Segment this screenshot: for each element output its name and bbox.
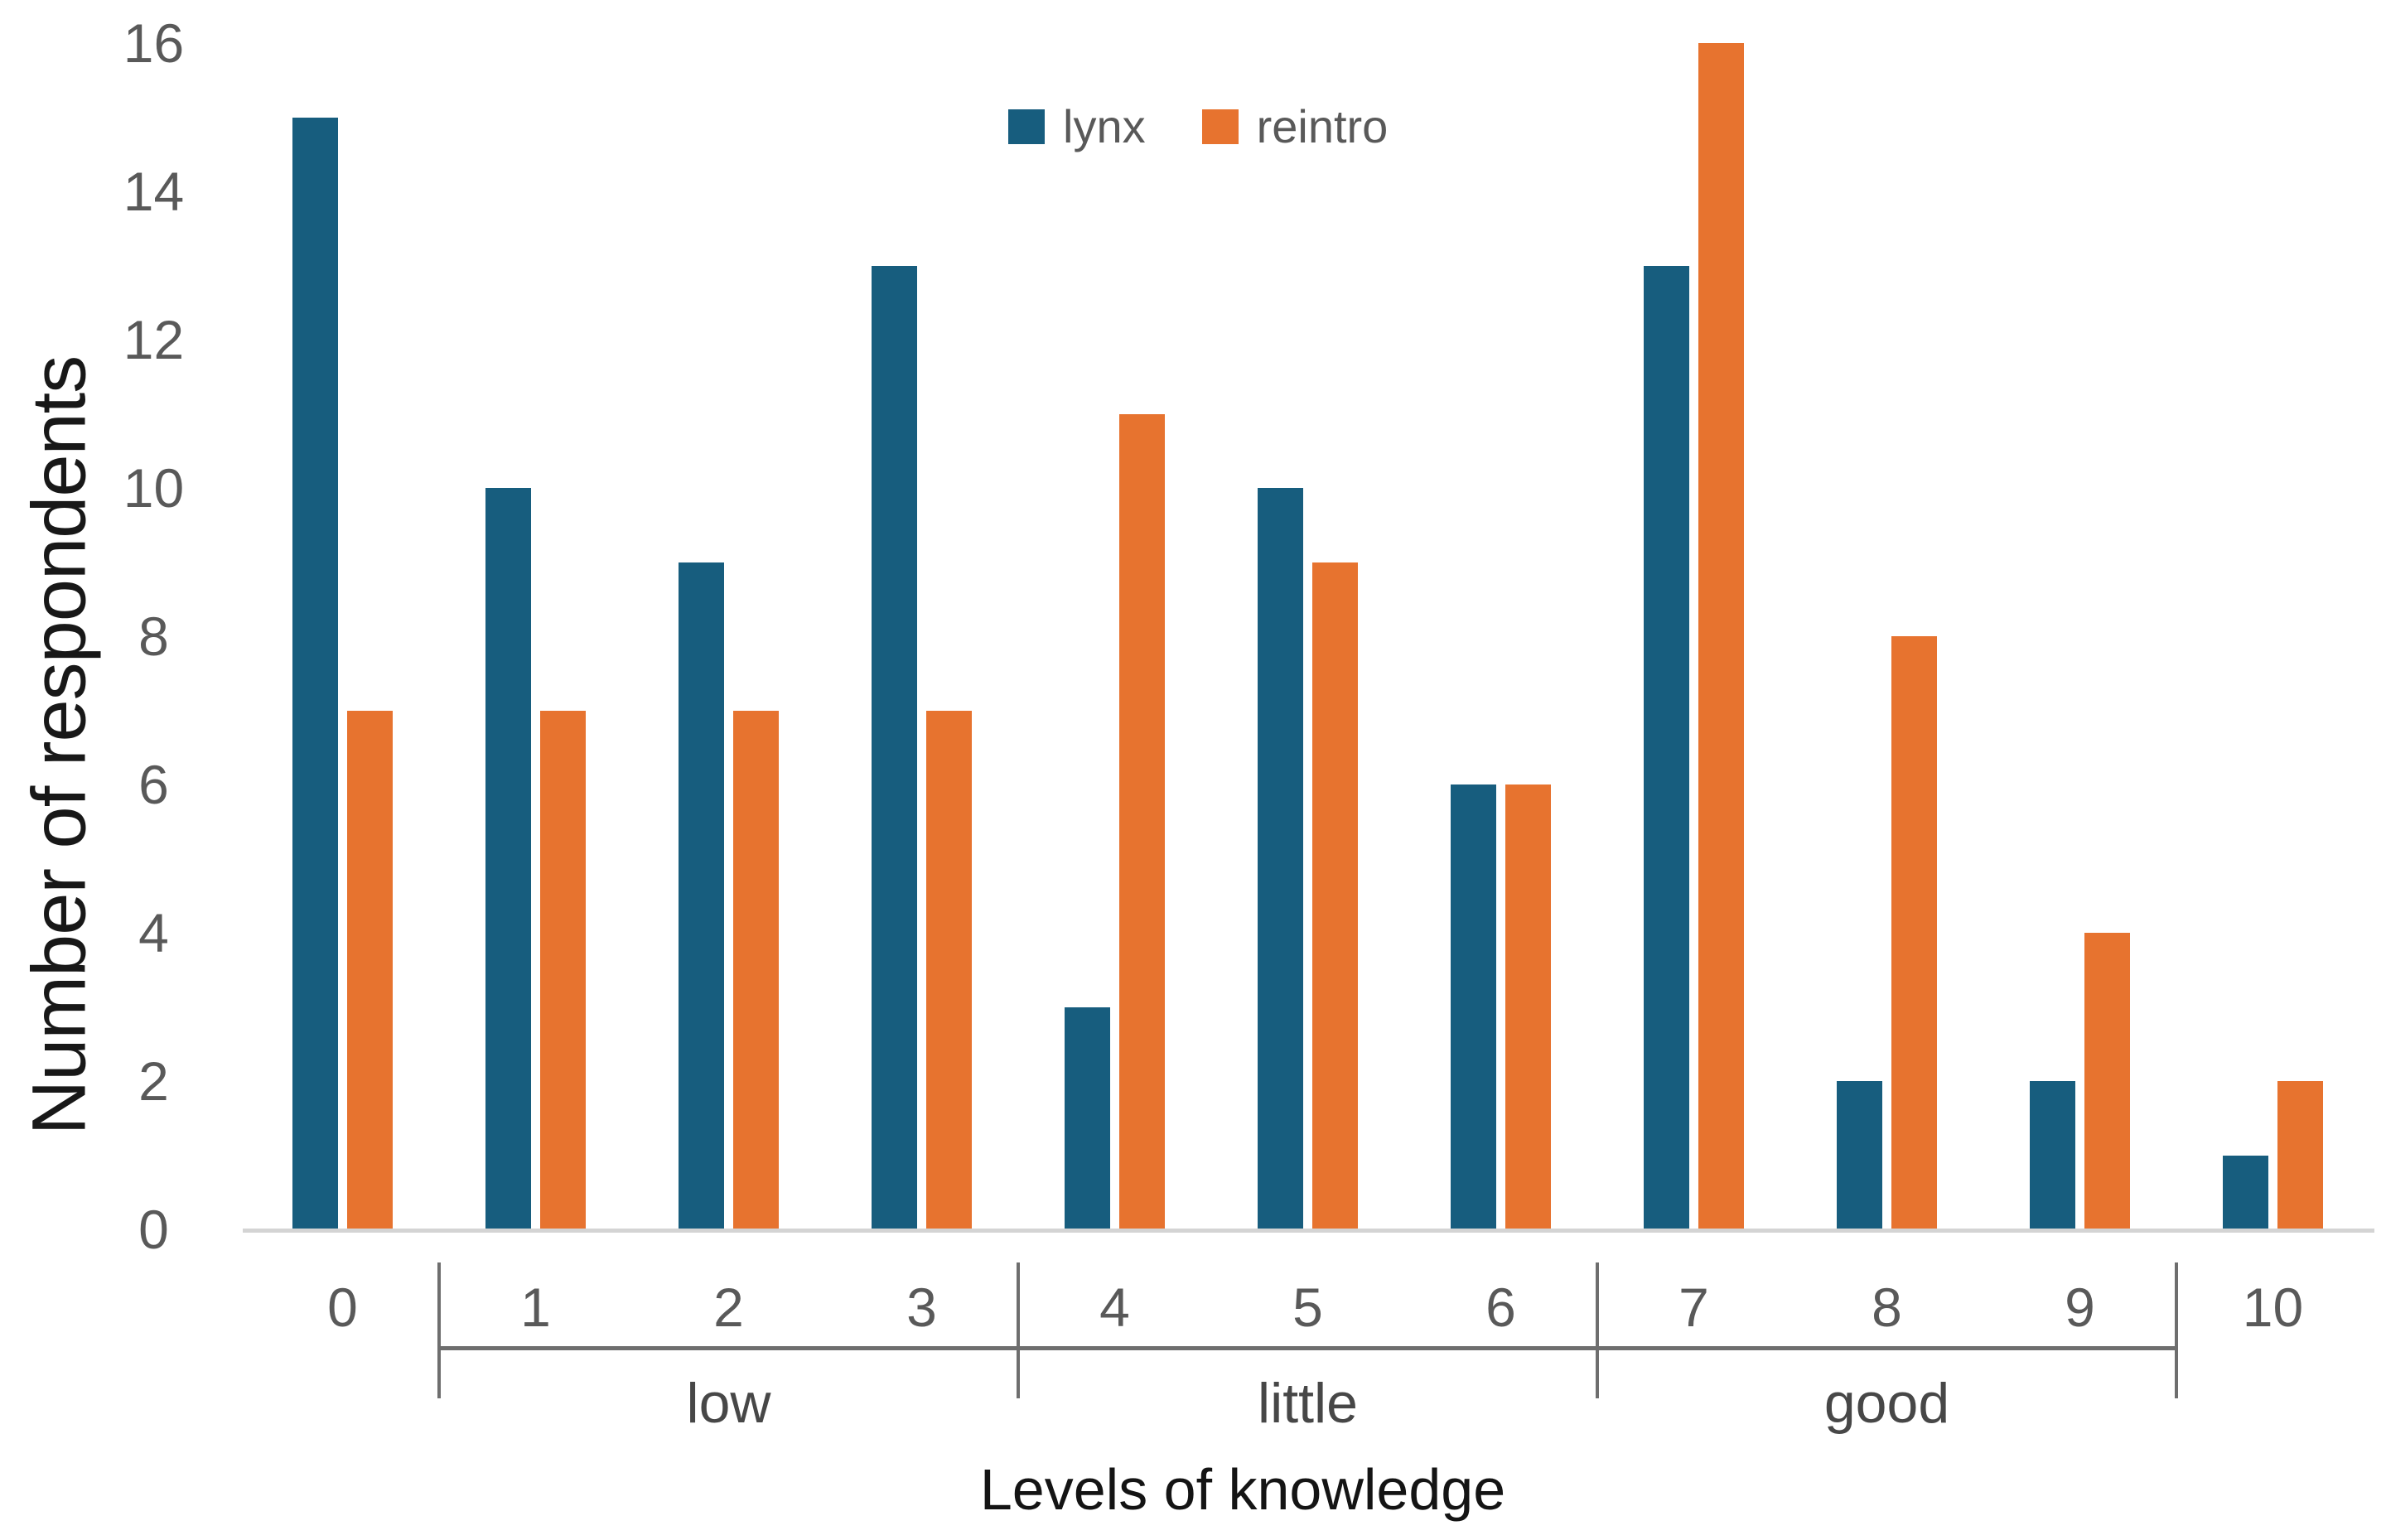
x-axis-tick-labels: 0 1 2 3 4 5 6 7 8 9 10: [246, 1278, 2369, 1336]
x-tick-3: 3: [906, 1277, 937, 1338]
y-tick-4: 4: [138, 902, 169, 963]
y-axis-tick-labels: 0 2 4 6 8 10 12 14 16: [89, 16, 218, 1257]
bar-lynx-10: [2223, 1155, 2268, 1229]
category-column-0: [246, 43, 439, 1229]
y-tick-8: 8: [138, 606, 169, 667]
x-tick-5: 5: [1292, 1277, 1323, 1338]
x-tick-9: 9: [2065, 1277, 2095, 1338]
x-tick-6: 6: [1485, 1277, 1516, 1338]
x-tick-0: 0: [327, 1277, 358, 1338]
bar-lynx-0: [292, 117, 338, 1229]
bar-lynx-6: [1451, 784, 1496, 1229]
x-tick-10: 10: [2242, 1277, 2304, 1338]
bar-lynx-7: [1644, 265, 1689, 1229]
category-column-2: [632, 43, 825, 1229]
plot-area: lynx reintro: [243, 43, 2374, 1233]
y-tick-0: 0: [138, 1199, 169, 1260]
legend-swatch-lynx: [1008, 109, 1045, 144]
bar-reintro-9: [2084, 933, 2130, 1229]
bar-lynx-9: [2030, 1081, 2075, 1229]
x-tick-7: 7: [1678, 1277, 1709, 1338]
bars-container: [246, 43, 2369, 1229]
bracket-horizontal-line: [439, 1346, 2176, 1350]
y-tick-2: 2: [138, 1050, 169, 1112]
bar-lynx-1: [485, 488, 531, 1229]
bracket-divider-7: [1596, 1262, 1599, 1398]
category-group-brackets: low little good: [246, 1262, 2369, 1470]
legend: lynx reintro: [1008, 101, 1388, 152]
x-tick-4: 4: [1099, 1277, 1130, 1338]
bracket-divider-10: [2175, 1262, 2178, 1398]
bar-lynx-8: [1837, 1081, 1882, 1229]
bar-reintro-3: [926, 710, 972, 1229]
y-tick-14: 14: [123, 161, 185, 222]
category-column-6: [1404, 43, 1597, 1229]
bar-lynx-2: [679, 562, 724, 1229]
x-tick-2: 2: [713, 1277, 744, 1338]
bracket-divider-4: [1017, 1262, 1020, 1398]
category-column-10: [2176, 43, 2369, 1229]
legend-swatch-reintro: [1201, 109, 1239, 144]
category-column-3: [825, 43, 1018, 1229]
category-column-4: [1018, 43, 1211, 1229]
x-axis-line: [243, 1229, 2374, 1233]
group-label-good: good: [1823, 1372, 1950, 1435]
bar-reintro-1: [540, 710, 586, 1229]
y-tick-10: 10: [123, 457, 185, 519]
bracket-divider-1: [437, 1262, 441, 1398]
x-axis-title: Levels of knowledge: [979, 1457, 1506, 1522]
bar-reintro-8: [1891, 636, 1937, 1229]
category-column-1: [439, 43, 632, 1229]
x-tick-8: 8: [1872, 1277, 1902, 1338]
legend-label-lynx: lynx: [1063, 100, 1146, 152]
category-column-8: [1790, 43, 1983, 1229]
bar-reintro-5: [1312, 562, 1358, 1229]
y-tick-6: 6: [138, 754, 169, 815]
bar-reintro-4: [1119, 413, 1165, 1229]
bar-lynx-5: [1258, 488, 1303, 1229]
legend-label-reintro: reintro: [1256, 100, 1389, 152]
category-column-5: [1211, 43, 1404, 1229]
category-column-9: [1983, 43, 2176, 1229]
bar-reintro-0: [347, 710, 393, 1229]
y-tick-12: 12: [123, 309, 185, 370]
bar-lynx-4: [1065, 1007, 1110, 1229]
x-tick-1: 1: [520, 1277, 551, 1338]
bar-lynx-3: [872, 265, 917, 1229]
category-column-7: [1597, 43, 1790, 1229]
bar-reintro-6: [1505, 784, 1551, 1229]
bar-reintro-7: [1698, 43, 1744, 1229]
bar-reintro-2: [733, 710, 779, 1229]
y-tick-16: 16: [123, 12, 185, 74]
group-label-little: little: [1258, 1372, 1358, 1435]
group-label-low: low: [686, 1372, 771, 1435]
bar-reintro-10: [2277, 1081, 2323, 1229]
